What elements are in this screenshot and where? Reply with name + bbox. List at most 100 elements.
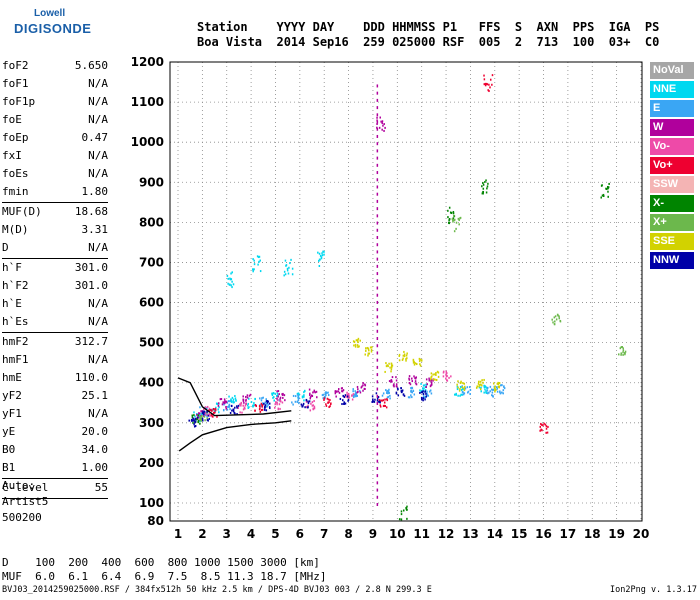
echo-point xyxy=(240,404,242,407)
auto-label: Auto: xyxy=(2,479,36,492)
echo-point xyxy=(400,390,403,393)
echo-point xyxy=(393,383,395,386)
echo-point xyxy=(463,387,465,390)
echo-point xyxy=(469,386,471,389)
param-row: B1 1.00 xyxy=(2,459,108,477)
echo-point xyxy=(309,393,311,396)
param-row: h`F 301.0 xyxy=(2,259,108,277)
echo-point xyxy=(488,83,490,86)
echo-point xyxy=(325,392,328,395)
echo-point xyxy=(261,405,264,408)
echo-point xyxy=(422,390,424,393)
echo-point xyxy=(489,86,491,89)
echo-point xyxy=(357,341,359,344)
echo-point xyxy=(408,382,411,385)
echo-point xyxy=(353,344,355,347)
echo-point xyxy=(390,366,393,369)
x-tick-label: 3 xyxy=(223,527,231,541)
echo-point xyxy=(325,403,327,406)
echo-point xyxy=(287,272,290,275)
echo-point xyxy=(206,415,208,418)
x-tick-label: 11 xyxy=(413,527,430,541)
echo-point xyxy=(376,134,379,138)
echo-point xyxy=(232,400,234,403)
echo-point xyxy=(499,391,501,394)
echo-point xyxy=(322,397,324,400)
echo-point xyxy=(298,402,300,405)
echo-point xyxy=(242,399,245,402)
echo-point xyxy=(376,116,378,119)
echo-point xyxy=(196,416,199,419)
echo-point xyxy=(203,415,206,418)
echo-point xyxy=(376,430,379,434)
echo-point xyxy=(212,415,214,418)
param-separator xyxy=(2,332,108,333)
echo-point xyxy=(212,407,215,410)
x-tick-label: 7 xyxy=(320,527,328,541)
echo-point xyxy=(396,387,399,390)
echo-point xyxy=(481,185,483,188)
echo-point xyxy=(236,406,238,409)
echo-point xyxy=(261,397,263,400)
echo-point xyxy=(253,259,255,262)
echo-point xyxy=(214,407,217,410)
echo-point xyxy=(290,258,292,261)
echo-point xyxy=(542,424,544,427)
echo-point xyxy=(430,372,433,375)
echo-point xyxy=(294,400,297,403)
echo-point xyxy=(436,370,439,373)
echo-point xyxy=(223,398,226,401)
echo-point xyxy=(430,381,433,384)
echo-point xyxy=(354,343,357,346)
echo-point xyxy=(356,385,359,388)
echo-point xyxy=(244,404,247,407)
echo-point xyxy=(206,405,209,408)
echo-point xyxy=(390,362,393,365)
echo-point xyxy=(204,419,206,422)
param-value: 5.650 xyxy=(74,59,108,72)
echo-point xyxy=(219,398,222,401)
echo-point xyxy=(483,391,485,394)
echo-point xyxy=(297,399,300,402)
echo-point xyxy=(279,399,282,402)
echo-point xyxy=(452,210,455,213)
param-name: h`E xyxy=(2,297,22,310)
echo-point xyxy=(227,405,229,408)
echo-point xyxy=(559,319,561,322)
echo-point xyxy=(391,376,394,379)
echo-point xyxy=(202,408,205,411)
echo-point xyxy=(210,413,213,416)
echo-point xyxy=(252,268,254,271)
echo-point xyxy=(376,329,379,333)
x-tick-label: 18 xyxy=(584,527,601,541)
echo-point xyxy=(383,404,385,407)
echo-point xyxy=(376,149,379,153)
virtual-height-trace xyxy=(177,377,292,417)
echo-point xyxy=(235,399,237,402)
echo-point xyxy=(392,384,395,387)
echo-point xyxy=(435,373,437,376)
echo-point xyxy=(376,337,379,341)
echo-point xyxy=(345,395,347,398)
echo-point xyxy=(459,381,462,384)
echo-point xyxy=(389,366,391,369)
echo-point xyxy=(494,390,496,393)
echo-point xyxy=(413,375,415,378)
echo-point xyxy=(376,387,379,391)
echo-point xyxy=(490,388,493,391)
echo-point xyxy=(230,398,232,401)
echo-point xyxy=(376,351,379,355)
echo-point xyxy=(335,395,337,398)
echo-point xyxy=(402,354,405,357)
echo-point xyxy=(207,419,209,422)
echo-point xyxy=(370,350,373,353)
y-tick-label: 1000 xyxy=(131,135,164,149)
echo-point xyxy=(232,398,235,401)
echo-point xyxy=(254,409,256,412)
echo-point xyxy=(194,424,197,427)
echo-point xyxy=(215,406,217,409)
echo-point xyxy=(503,387,506,390)
echo-point xyxy=(395,391,398,394)
echo-point xyxy=(206,410,208,413)
echo-point xyxy=(463,382,466,385)
